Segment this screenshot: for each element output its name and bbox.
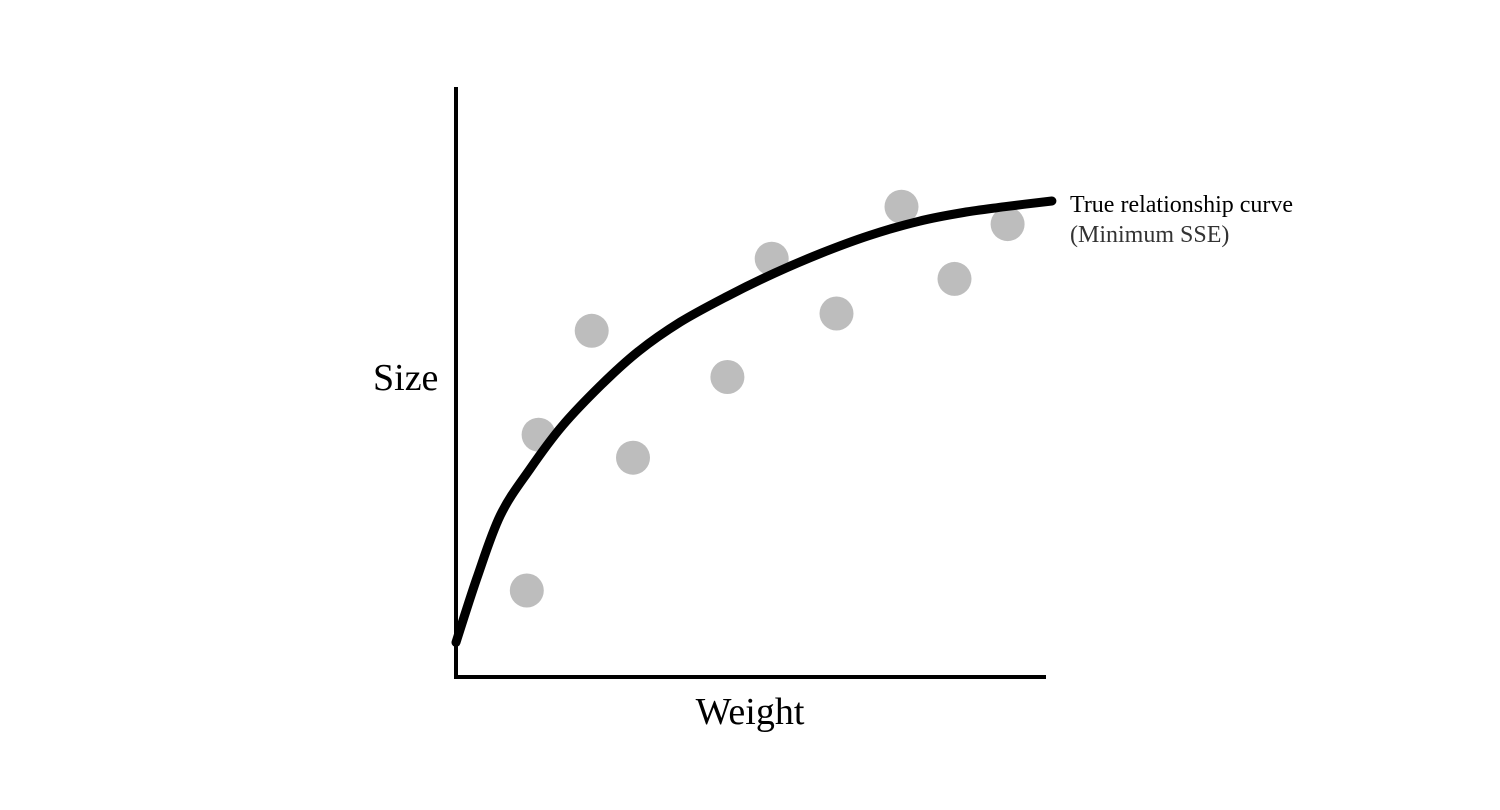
y-axis-label: Size — [373, 357, 438, 399]
data-point — [710, 360, 745, 394]
relationship-curve — [451, 196, 1057, 647]
data-point — [884, 189, 919, 224]
data-point — [819, 296, 854, 331]
curve-annotation-title: True relationship curve — [1070, 192, 1293, 218]
scatter-points — [509, 189, 1025, 608]
data-point — [574, 313, 609, 348]
data-point — [509, 573, 544, 608]
data-point — [990, 207, 1025, 242]
x-axis-label: Weight — [696, 691, 805, 733]
data-point — [616, 440, 650, 475]
curve-annotation-subtitle: (Minimum SSE) — [1070, 222, 1229, 248]
data-point — [937, 261, 972, 296]
